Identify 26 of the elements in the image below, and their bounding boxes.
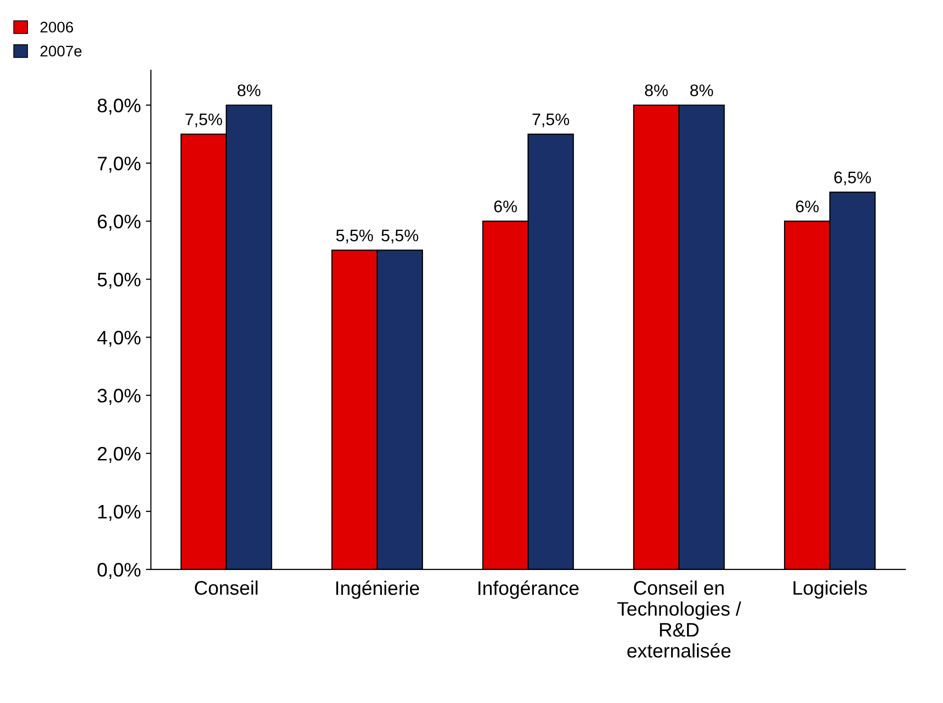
legend-label: 2007e — [40, 46, 82, 56]
y-tick-label: 6,0% — [98, 214, 140, 231]
data-label: 6,5% — [834, 172, 871, 186]
data-label: 7,5% — [186, 114, 222, 128]
data-label: 5,5% — [382, 230, 418, 244]
data-label: 5,5% — [336, 230, 373, 244]
data-label: 8% — [238, 84, 260, 96]
x-tick-label: Logiciels — [794, 580, 867, 599]
data-label: 6% — [796, 200, 819, 212]
y-tick-label: 5,0% — [98, 272, 140, 289]
x-tick-label: Infogérance — [478, 580, 579, 599]
y-tick-label: 0,0% — [98, 562, 140, 579]
y-tick-label: 8,0% — [98, 98, 140, 115]
y-tick-label: 1,0% — [98, 504, 140, 521]
y-tick-label: 4,0% — [97, 330, 140, 347]
data-label: 8% — [645, 84, 668, 96]
legend-label: 2006 — [40, 22, 74, 33]
y-tick-label: 2,0% — [98, 446, 140, 463]
data-label: 7,5% — [532, 114, 570, 128]
x-tick-label: Conseil en Technologies / R&D externalisée — [617, 580, 742, 658]
data-label: 8% — [690, 84, 714, 96]
data-label: 6% — [494, 200, 517, 212]
x-tick-label: Conseil — [194, 580, 258, 595]
y-tick-label: 3,0% — [98, 388, 140, 405]
y-tick-label: 7,0% — [98, 156, 140, 173]
x-tick-label: Ingénierie — [336, 580, 420, 599]
